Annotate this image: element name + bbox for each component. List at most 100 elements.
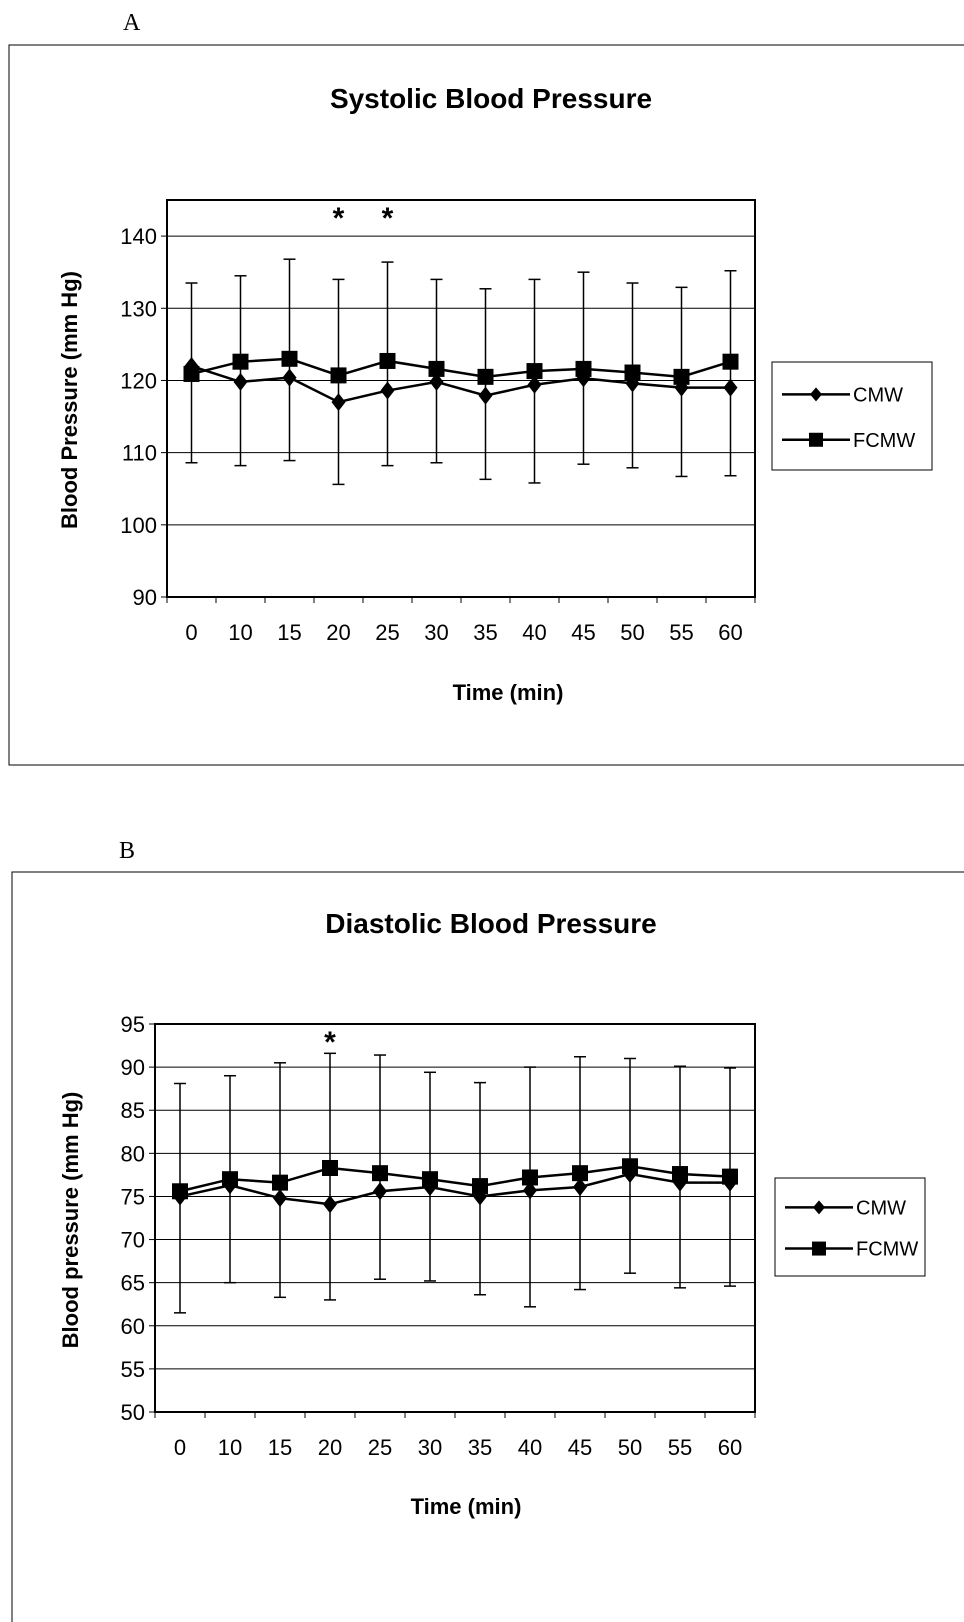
- x-tick-label: 35: [473, 620, 497, 645]
- legend-box: [774, 1177, 926, 1277]
- y-tick-label: 140: [120, 224, 157, 249]
- legend-marker-fcmw: [812, 1241, 826, 1256]
- data-point-cmw: [478, 386, 493, 405]
- x-tick-label: 10: [228, 620, 252, 645]
- legend-marker-fcmw: [809, 432, 823, 447]
- data-point-fcmw: [472, 1178, 488, 1195]
- x-tick-label: 40: [518, 1435, 542, 1460]
- y-tick-label: 80: [121, 1141, 145, 1166]
- x-tick-label: 25: [368, 1435, 392, 1460]
- chart-a-frame: [8, 44, 964, 766]
- chart-b-title: Diastolic Blood Pressure: [325, 908, 656, 939]
- x-tick-label: 60: [718, 1435, 742, 1460]
- y-tick-label: 90: [133, 585, 157, 610]
- series-line-fcmw: [191, 357, 731, 379]
- data-point-fcmw: [428, 360, 445, 377]
- chart-a-legend: CMW FCMW: [771, 361, 933, 471]
- plot-border: [154, 1023, 756, 1413]
- y-tick-label: 65: [121, 1271, 145, 1296]
- y-tick-label: 95: [121, 1012, 145, 1037]
- data-point-fcmw: [624, 364, 641, 381]
- legend-label-cmw: CMW: [856, 1197, 906, 1219]
- x-tick-label: 20: [326, 620, 350, 645]
- data-point-fcmw: [272, 1174, 288, 1191]
- series-line-cmw: [191, 364, 731, 404]
- x-tick-label: 0: [185, 620, 197, 645]
- data-point-fcmw: [526, 363, 543, 380]
- x-tick-label: 15: [268, 1435, 292, 1460]
- x-tick-label: 45: [571, 620, 595, 645]
- x-tick-label: 50: [618, 1435, 642, 1460]
- data-point-fcmw: [172, 1183, 188, 1200]
- data-point-cmw: [373, 1182, 387, 1201]
- chart-a-plot-area: 90 100 110 120 130 140 0 10 15 20 25 30 35 40 45 50 55 60…: [120, 199, 933, 645]
- chart-a-ylabel: Blood Pressure (mm Hg): [57, 271, 82, 529]
- data-point-fcmw: [222, 1171, 238, 1188]
- legend-box: [771, 361, 933, 471]
- data-point-fcmw: [672, 1166, 688, 1183]
- x-tick-label: 55: [668, 1435, 692, 1460]
- y-tick-label: 110: [122, 441, 157, 466]
- panel-a-letter: A: [123, 10, 141, 36]
- data-point-fcmw: [673, 368, 690, 385]
- chart-b-legend: CMW FCMW: [774, 1177, 926, 1277]
- y-tick-label: 55: [121, 1357, 145, 1382]
- data-point-fcmw: [522, 1169, 538, 1186]
- x-tick-label: 30: [418, 1435, 442, 1460]
- data-point-cmw: [331, 393, 346, 412]
- data-point-cmw: [573, 1177, 587, 1196]
- legend-marker-cmw: [810, 387, 822, 402]
- data-point-fcmw: [422, 1171, 438, 1188]
- panel-b-letter: B: [119, 838, 136, 864]
- data-point-fcmw: [477, 368, 494, 385]
- data-point-cmw: [282, 368, 297, 387]
- x-tick-label: 50: [620, 620, 644, 645]
- data-point-cmw: [273, 1189, 287, 1208]
- data-point-fcmw: [622, 1158, 638, 1175]
- y-tick-label: 120: [120, 368, 157, 393]
- series-line-fcmw: [179, 1165, 731, 1193]
- chart-a-xlabel: Time (min): [453, 680, 564, 705]
- data-point-fcmw: [281, 350, 298, 367]
- x-tick-label: 25: [375, 620, 399, 645]
- data-point-fcmw: [330, 367, 347, 384]
- chart-b-xlabel: Time (min): [411, 1494, 522, 1519]
- chart-a-title: Systolic Blood Pressure: [330, 83, 652, 114]
- series-line-cmw: [179, 1172, 730, 1206]
- chart-b-plot-area: 50 55 60 65 70 75 80 85 90 95 0 10 15 20 25 30 35 40 45 50 5…: [121, 1012, 926, 1460]
- data-point-cmw: [523, 1181, 537, 1200]
- data-point-fcmw: [722, 1168, 738, 1185]
- legend-marker-cmw: [813, 1200, 825, 1215]
- data-point-cmw: [723, 378, 738, 397]
- y-tick-label: 100: [120, 513, 157, 538]
- y-tick-label: 60: [121, 1314, 145, 1339]
- data-point-cmw: [323, 1195, 337, 1214]
- data-point-cmw: [380, 381, 395, 400]
- data-point-cmw: [233, 372, 248, 391]
- data-point-cmw: [429, 372, 444, 391]
- legend-label-fcmw: FCMW: [856, 1239, 918, 1261]
- chart-b-frame: [11, 871, 964, 1622]
- y-tick-label: 130: [120, 296, 157, 321]
- x-tick-label: 60: [718, 620, 742, 645]
- y-tick-label: 85: [121, 1098, 145, 1123]
- x-tick-label: 10: [218, 1435, 242, 1460]
- x-tick-label: 45: [568, 1435, 592, 1460]
- y-tick-label: 70: [121, 1228, 145, 1253]
- legend-label-fcmw: FCMW: [853, 430, 915, 452]
- significance-marker: *: [333, 202, 345, 235]
- x-tick-label: 0: [174, 1435, 186, 1460]
- data-point-fcmw: [322, 1159, 338, 1176]
- x-tick-label: 20: [318, 1435, 342, 1460]
- x-tick-label: 30: [424, 620, 448, 645]
- y-tick-label: 50: [121, 1400, 145, 1425]
- x-tick-label: 35: [468, 1435, 492, 1460]
- x-tick-label: 40: [522, 620, 546, 645]
- legend-label-cmw: CMW: [853, 384, 903, 406]
- data-point-fcmw: [572, 1165, 588, 1182]
- y-tick-label: 75: [121, 1184, 145, 1209]
- x-tick-label: 15: [277, 620, 301, 645]
- data-point-fcmw: [379, 352, 396, 369]
- y-tick-label: 90: [121, 1055, 145, 1080]
